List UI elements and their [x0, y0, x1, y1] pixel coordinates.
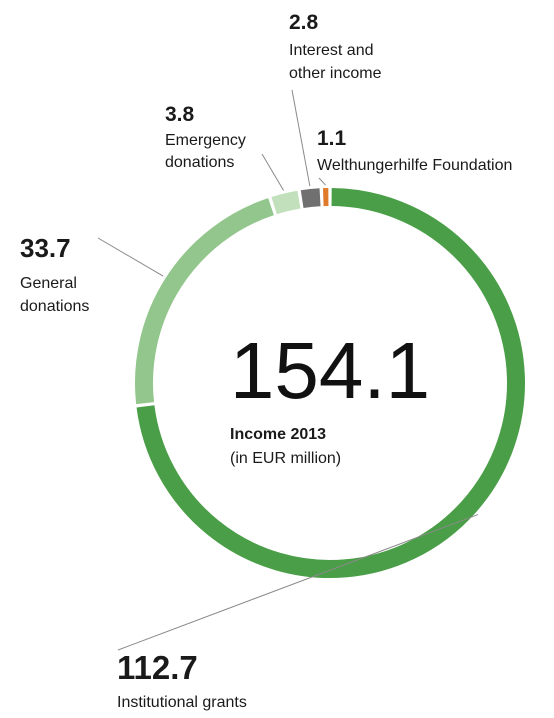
leader-lines — [97, 89, 479, 651]
slice-label-emergency-donations-line1: Emergency — [165, 132, 246, 149]
leader-line-foundation — [318, 177, 326, 186]
slice-label-interest-income-line1: Interest and — [289, 42, 374, 59]
value-label-foundation: 1.1 — [317, 127, 347, 150]
slice-label-institutional-grants: Institutional grants — [117, 694, 247, 711]
unit-note: (in EUR million) — [230, 450, 341, 467]
value-label-institutional-grants: 112.7 — [117, 649, 198, 686]
slice-label-interest-income-line2: other income — [289, 65, 382, 82]
slice-label-emergency-donations-line2: donations — [165, 154, 234, 171]
slice-label-general-donations-line1: General — [20, 275, 77, 292]
total-value: 154.1 — [230, 326, 430, 415]
slice-institutional-grants — [136, 188, 525, 578]
value-label-interest-income: 2.8 — [289, 11, 319, 34]
slice-label-foundation: Welthungerhilfe Foundation — [317, 157, 512, 174]
donut-slices — [135, 188, 525, 578]
leader-line-institutional-grants — [117, 514, 479, 651]
leader-line-interest-income — [291, 89, 311, 187]
slice-emergency-donations — [271, 190, 301, 215]
chart-subtitle: Income 2013 — [230, 426, 326, 443]
value-label-general-donations: 33.7 — [20, 233, 71, 263]
slice-general-donations — [135, 198, 274, 405]
leader-line-general-donations — [97, 237, 164, 277]
slice-label-general-donations-line2: donations — [20, 298, 89, 315]
leader-line-emergency-donations — [261, 153, 285, 191]
slice-interest-income — [300, 188, 321, 209]
value-label-emergency-donations: 3.8 — [165, 103, 195, 126]
